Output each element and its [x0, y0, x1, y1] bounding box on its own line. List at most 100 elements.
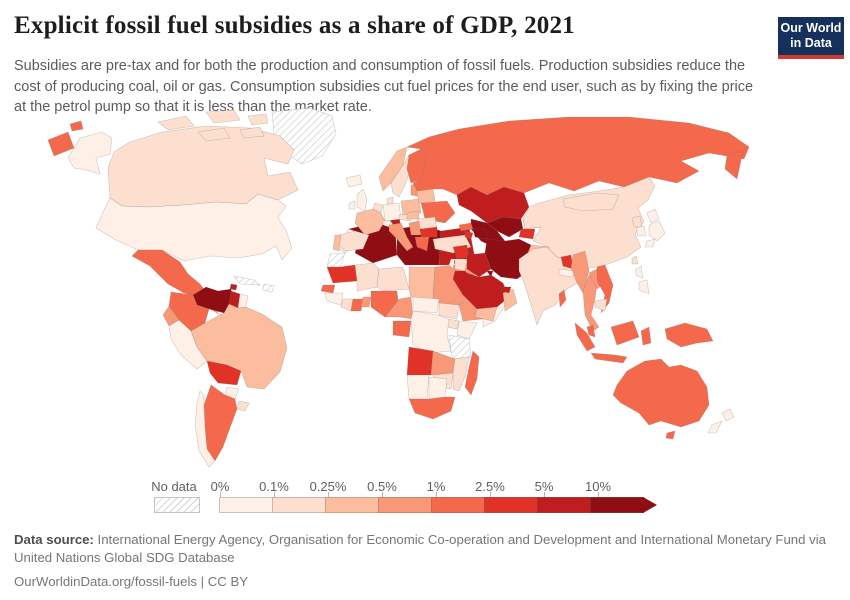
country-canada-arctic[interactable]	[157, 115, 195, 131]
country-jordan[interactable]	[454, 258, 468, 272]
country-mauritania[interactable]	[326, 264, 358, 284]
country-portugal[interactable]	[332, 234, 342, 252]
country-iceland[interactable]	[345, 174, 363, 188]
country-china[interactable]	[522, 176, 656, 270]
country-central-african-republic[interactable]	[412, 296, 440, 314]
country-alaska[interactable]	[67, 131, 113, 175]
country-new-guinea[interactable]	[664, 322, 714, 348]
country-ukraine[interactable]	[420, 200, 456, 224]
country-zambia[interactable]	[430, 350, 456, 376]
country-kazakhstan[interactable]	[456, 186, 530, 224]
country-myanmar[interactable]	[570, 250, 590, 294]
country-bolivia[interactable]	[206, 360, 242, 386]
legend-bin-1[interactable]	[272, 497, 326, 513]
country-indonesia[interactable]	[640, 326, 652, 346]
country-yemen[interactable]	[474, 306, 498, 322]
country-russia-chukotka[interactable]	[47, 131, 75, 157]
country-armenia[interactable]	[464, 230, 474, 240]
country-russia-chukotka[interactable]	[69, 120, 84, 132]
country-philippines[interactable]	[634, 265, 644, 279]
legend-no-data-swatch[interactable]	[154, 497, 200, 513]
country-bulgaria[interactable]	[420, 226, 438, 238]
country-tanzania[interactable]	[448, 334, 472, 360]
owid-url-link[interactable]: OurWorldinData.org/fossil-fuels	[14, 574, 197, 590]
legend-bin-0[interactable]	[219, 497, 273, 513]
country-malaysia[interactable]	[586, 324, 596, 338]
country-usa[interactable]	[95, 193, 293, 262]
legend-bin-3[interactable]	[378, 497, 432, 513]
country-western-sahara[interactable]	[326, 252, 346, 268]
country-poland[interactable]	[400, 198, 422, 216]
country-south-korea[interactable]	[635, 225, 647, 237]
country-cambodia[interactable]	[594, 298, 608, 312]
country-indonesia[interactable]	[590, 352, 628, 364]
country-south-sudan[interactable]	[438, 302, 460, 320]
country-niger[interactable]	[376, 266, 410, 292]
country-hungary-slovakia[interactable]	[406, 210, 420, 220]
country-canada-arctic[interactable]	[239, 126, 265, 139]
country-france[interactable]	[354, 208, 386, 236]
owid-logo[interactable]: Our World in Data	[778, 17, 844, 59]
country-cuba[interactable]	[233, 275, 261, 286]
country-ireland[interactable]	[348, 200, 356, 210]
country-russia-kamchatka[interactable]	[724, 150, 744, 180]
country-greece[interactable]	[414, 236, 430, 252]
country-italy[interactable]	[388, 222, 414, 252]
country-taiwan[interactable]	[631, 255, 639, 265]
country-iraq[interactable]	[466, 252, 492, 278]
legend-bin-7[interactable]	[590, 497, 644, 513]
country-madagascar[interactable]	[464, 350, 480, 396]
country-canada[interactable]	[107, 125, 299, 208]
country-namibia[interactable]	[406, 374, 430, 400]
country-germany[interactable]	[382, 202, 402, 222]
country-canada-arctic[interactable]	[247, 113, 269, 126]
country-kenya[interactable]	[456, 320, 478, 340]
country-japan[interactable]	[648, 220, 666, 242]
country-australia[interactable]	[612, 358, 710, 428]
country-canada-arctic[interactable]	[205, 109, 241, 124]
country-angola[interactable]	[406, 346, 434, 376]
country-brazil[interactable]	[190, 303, 288, 390]
country-botswana[interactable]	[428, 376, 448, 400]
country-drc[interactable]	[410, 310, 452, 354]
country-senegal[interactable]	[320, 284, 336, 294]
country-russia[interactable]	[406, 116, 750, 196]
country-chile[interactable]	[194, 390, 216, 468]
country-south-africa[interactable]	[408, 396, 456, 420]
country-new-zealand[interactable]	[721, 408, 735, 422]
legend-bin-2[interactable]	[325, 497, 379, 513]
country-philippines[interactable]	[638, 279, 650, 295]
country-denmark[interactable]	[386, 196, 394, 205]
country-cameroon[interactable]	[384, 296, 414, 320]
country-uae[interactable]	[500, 286, 512, 294]
country-argentina[interactable]	[203, 384, 238, 462]
legend-bin-6[interactable]	[537, 497, 591, 513]
country-tajikistan[interactable]	[518, 228, 536, 240]
legend-bin-5[interactable]	[484, 497, 538, 513]
country-tasmania[interactable]	[665, 430, 676, 440]
country-ghana[interactable]	[350, 298, 364, 312]
country-guinea[interactable]	[324, 292, 344, 306]
country-japan[interactable]	[646, 208, 660, 224]
country-gabon-congo[interactable]	[392, 320, 412, 338]
country-uk[interactable]	[356, 188, 368, 212]
country-mali[interactable]	[354, 262, 380, 292]
country-japan[interactable]	[644, 238, 656, 248]
country-uruguay[interactable]	[236, 400, 250, 412]
country-borneo[interactable]	[610, 320, 640, 346]
country-chad[interactable]	[408, 266, 436, 300]
country-israel[interactable]	[448, 258, 456, 270]
country-mongolia[interactable]	[562, 192, 620, 212]
country-new-zealand[interactable]	[707, 420, 723, 434]
country-hispaniola[interactable]	[262, 283, 275, 293]
country-belarus[interactable]	[416, 188, 436, 204]
country-trinidad[interactable]	[229, 283, 238, 291]
country-balkans[interactable]	[408, 220, 422, 236]
country-suriname[interactable]	[237, 293, 249, 309]
country-indonesia[interactable]	[574, 322, 596, 352]
country-azerbaijan[interactable]	[472, 228, 488, 240]
country-nepal[interactable]	[558, 268, 576, 278]
country-sri-lanka[interactable]	[558, 289, 567, 308]
country-benin[interactable]	[360, 296, 372, 308]
country-georgia[interactable]	[458, 222, 474, 232]
